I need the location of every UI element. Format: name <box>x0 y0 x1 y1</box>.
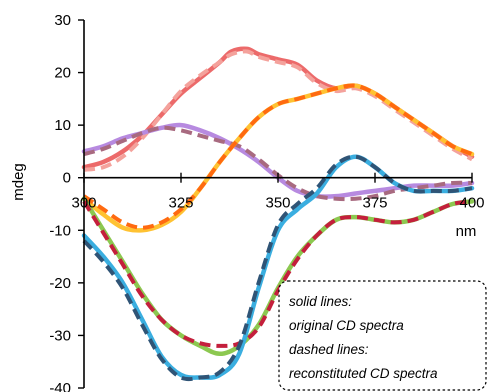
y-tick-label: 0 <box>63 170 71 187</box>
y-tick-label: -40 <box>49 380 71 392</box>
series-line-6-dashed <box>82 83 473 230</box>
axes-layer <box>78 19 473 389</box>
y-tick-label: -20 <box>49 275 71 292</box>
legend-line-solid-title: solid lines: <box>289 294 352 309</box>
series-line-10-dashed <box>82 154 473 382</box>
y-tick-label: -30 <box>49 327 71 344</box>
x-tick-label: 325 <box>168 195 193 212</box>
labels-layer: 30 20 10 0 -10 -20 -30 -40 300 325 350 375 400 <box>49 12 484 392</box>
y-tick-label: 10 <box>54 117 71 134</box>
x-axis-label: nm <box>456 223 477 240</box>
legend-line-dashed-desc: reconstituted CD spectra <box>289 366 438 381</box>
x-tick-label: 350 <box>265 195 290 212</box>
legend-line-dashed-title: dashed lines: <box>289 342 369 357</box>
legend-line-solid-desc: original CD spectra <box>289 318 404 333</box>
series-line-2-dashed <box>83 49 473 172</box>
x-tick-label: 300 <box>71 195 96 212</box>
x-tick-label: 375 <box>362 195 387 212</box>
y-tick-label: 30 <box>54 12 71 29</box>
x-tick-label: 400 <box>459 195 484 212</box>
series-line-8-dashed <box>82 199 473 348</box>
series-line-1-solid <box>81 46 475 170</box>
y-axis-label: mdeg <box>10 163 27 201</box>
legend-box <box>278 280 487 391</box>
y-tick-label: -10 <box>49 222 71 239</box>
y-tick-label: 20 <box>54 65 71 82</box>
legend-annotation: solid lines: original CD spectra dashed … <box>278 280 487 391</box>
